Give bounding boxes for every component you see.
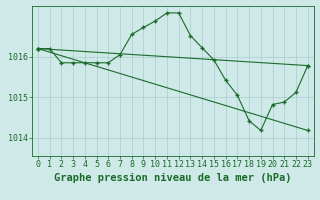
X-axis label: Graphe pression niveau de la mer (hPa): Graphe pression niveau de la mer (hPa) [54, 173, 292, 183]
